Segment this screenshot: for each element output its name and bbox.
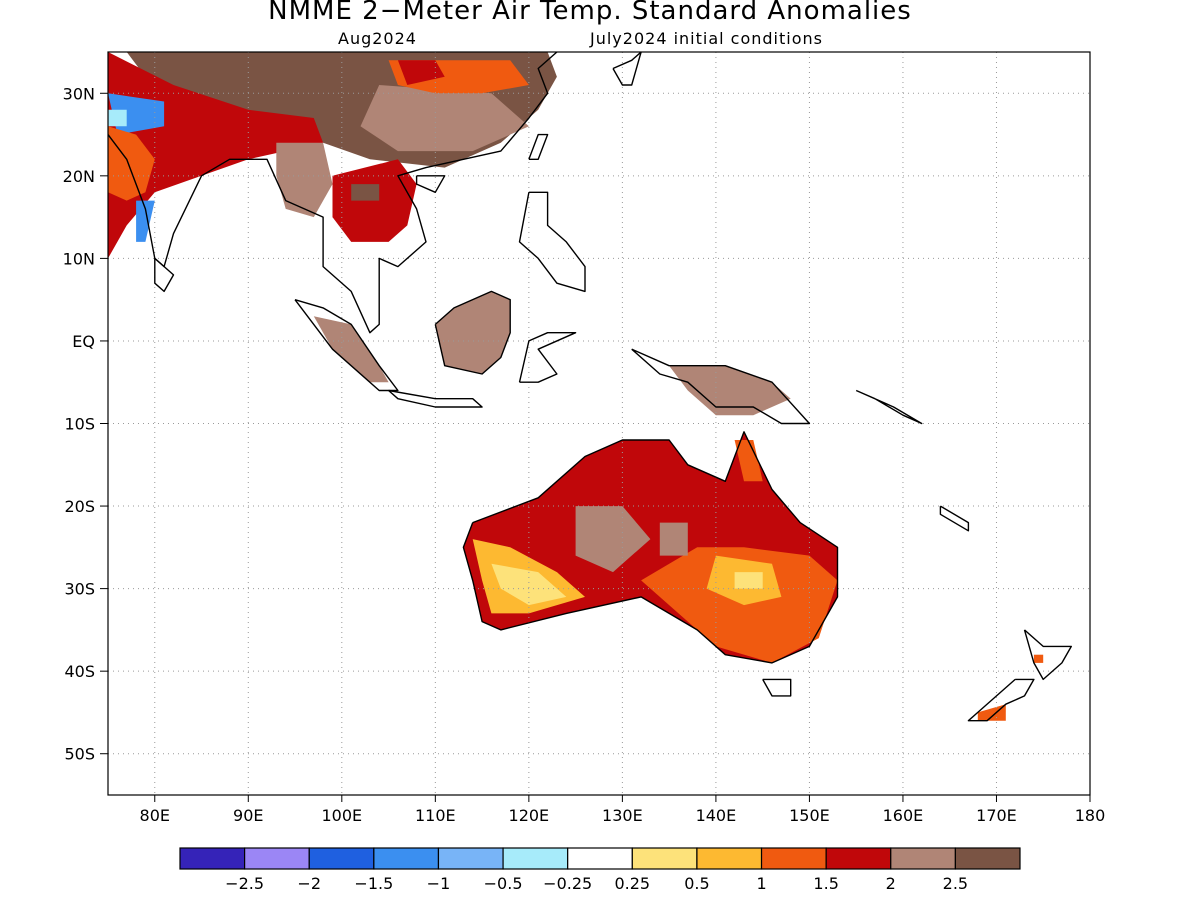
anomaly-region-china-inner-light (360, 85, 529, 152)
anomaly-region-india-cool-north-light (108, 109, 127, 127)
colorbar-swatch (825, 847, 892, 870)
graticule (108, 52, 1090, 795)
anomaly-region-australia-north-light (659, 522, 688, 556)
lon-label: 90E (233, 806, 263, 825)
coastline-nz-south-coast (967, 678, 1035, 722)
anomaly-region-india-cool-south (136, 200, 155, 242)
anomaly-region-australia-east-pale (734, 572, 763, 589)
coastline-solomon-coast (855, 389, 923, 425)
anomaly-region-new-zealand-north (1033, 654, 1044, 663)
colorbar-swatch (244, 847, 310, 870)
anomaly-region-sumatra (313, 316, 389, 383)
lon-label: 100E (321, 806, 362, 825)
colorbar-swatch (696, 847, 763, 870)
coastline-japan-coast (612, 52, 642, 86)
colorbar-swatch (179, 847, 246, 870)
colorbar-labels: −2.5 −2 −1.5 −1 −0.5 −0.25 0.25 0.5 1 1.5 2 2.5 (225, 874, 968, 893)
colorbar-label: 1.5 (813, 874, 838, 893)
colorbar-label: 0.25 (614, 874, 650, 893)
lat-label: EQ (72, 332, 95, 351)
anomaly-shading (108, 52, 1044, 721)
colorbar-label: 2 (886, 874, 896, 893)
colorbar-label: −0.5 (484, 874, 523, 893)
coastline-australia-coast (462, 431, 839, 664)
colorbar-swatch (954, 847, 1021, 870)
lat-label: 10N (63, 249, 95, 268)
colorbar-label: 0.5 (684, 874, 709, 893)
colorbar-swatch (890, 847, 956, 870)
colorbar-label: −1.5 (354, 874, 393, 893)
lon-label: 130E (602, 806, 643, 825)
anomaly-region-india-orange-ring (108, 126, 155, 201)
coastline-new-caledonia-coast (939, 505, 970, 532)
anomaly-region-indochina-brown (351, 184, 380, 201)
lat-label: 20N (63, 167, 95, 186)
colorbar-label: −2.5 (225, 874, 264, 893)
anomaly-region-australia-south-orange (641, 547, 838, 663)
colorbar-label: −2 (297, 874, 321, 893)
coastline-borneo-coast (434, 290, 511, 375)
lon-label: 110E (415, 806, 456, 825)
coastline-taiwan-coast (528, 133, 549, 161)
lon-label: 120E (509, 806, 550, 825)
coastline-tasmania-coast (762, 678, 792, 697)
colorbar-swatch (502, 847, 569, 870)
colorbar (179, 847, 1021, 870)
colorbar-swatch (631, 847, 698, 870)
lat-label: 20S (64, 497, 95, 516)
colorbar-swatch (437, 847, 504, 870)
anomaly-region-myanmar-light (276, 142, 333, 218)
coastline-java-coast (388, 389, 483, 408)
colorbar-label: −0.25 (543, 874, 592, 893)
lon-label: 140E (696, 806, 737, 825)
lat-label: 30S (64, 580, 95, 599)
longitude-labels: 80E 90E 100E 110E 120E 130E 140E 150E 160E 170E 18… (140, 795, 1106, 825)
coastlines (108, 52, 1073, 722)
lat-label: 50S (64, 745, 95, 764)
lon-label: 180 (1075, 806, 1106, 825)
anomaly-region-new-zealand-south (977, 704, 1006, 721)
coastline-nz-north-coast (1023, 629, 1073, 681)
lon-label: 170E (976, 806, 1017, 825)
colorbar-swatch (760, 847, 827, 870)
latitude-labels: 30N 20N 10N EQ 10S 20S 30S 40S 50S (63, 84, 108, 764)
anomaly-region-south-china-orange (397, 60, 445, 85)
anomaly-region-australia-west-pale (491, 563, 567, 606)
target-month-label: Aug2024 (338, 29, 417, 48)
colorbar-label: −1 (427, 874, 451, 893)
colorbar-label: 2.5 (943, 874, 968, 893)
lon-label: 150E (789, 806, 830, 825)
coastline-sumatra-coast (294, 299, 399, 392)
coastline-hainan-coast (415, 175, 446, 194)
initial-conditions-label: July2024 initial conditions (590, 29, 823, 48)
anomaly-region-new-guinea (669, 365, 791, 416)
coastline-new-guinea-coast (631, 348, 811, 425)
anomaly-region-queensland-orange (734, 440, 763, 482)
anomaly-region-australia-central-light (575, 506, 651, 573)
lon-label: 160E (883, 806, 924, 825)
lon-label: 80E (140, 806, 170, 825)
coastline-sulawesi-coast (518, 332, 577, 383)
map-title: NMME 2−Meter Air Temp. Standard Anomalie… (268, 0, 912, 26)
colorbar-swatch (308, 847, 375, 870)
coastline-asia-coast (108, 52, 558, 334)
lat-label: 30N (63, 84, 95, 103)
colorbar-swatch (567, 847, 633, 870)
coastline-sri-lanka-coast (154, 257, 175, 293)
anomaly-region-borneo (435, 291, 511, 374)
lat-label: 10S (64, 415, 95, 434)
colorbar-label: 1 (756, 874, 766, 893)
coastline-philippines-coast (518, 191, 586, 293)
colorbar-swatch (373, 847, 440, 870)
lat-label: 40S (64, 662, 95, 681)
